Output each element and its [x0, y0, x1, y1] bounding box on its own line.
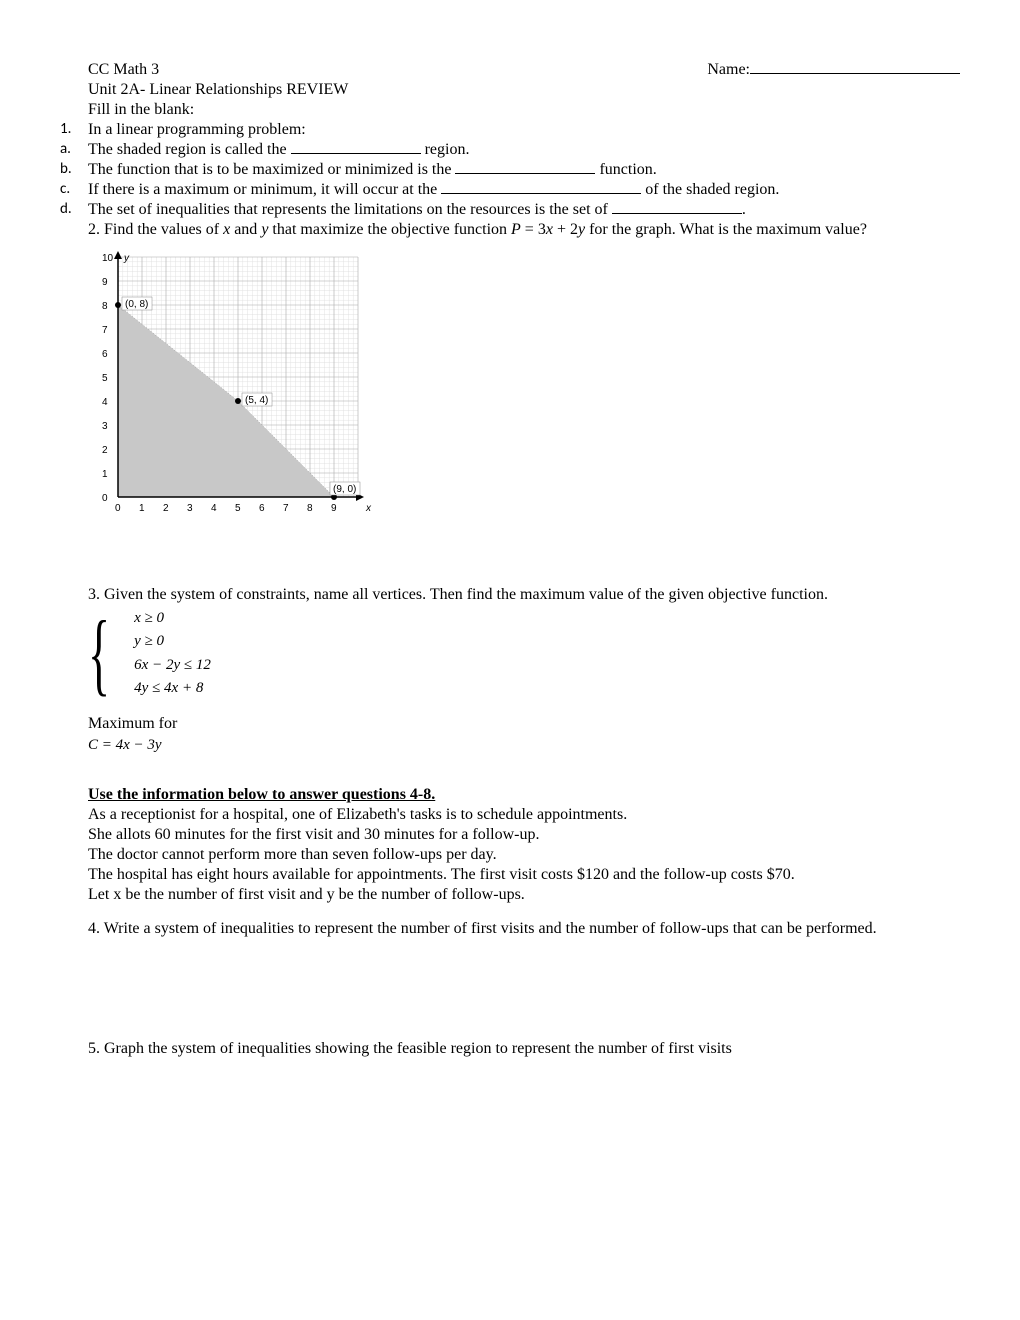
- q1b-blank[interactable]: [455, 162, 595, 174]
- q2-text: 2. Find the values of x and y that maxim…: [60, 220, 960, 240]
- info-l1: As a receptionist for a hospital, one of…: [60, 805, 960, 825]
- q1d-blank[interactable]: [612, 202, 742, 214]
- svg-text:5: 5: [235, 503, 241, 514]
- svg-text:10: 10: [102, 253, 114, 264]
- svg-text:1: 1: [102, 469, 108, 480]
- name-blank[interactable]: [750, 60, 960, 74]
- svg-text:8: 8: [102, 301, 108, 312]
- q1a-blank[interactable]: [291, 142, 421, 154]
- svg-text:9: 9: [331, 503, 337, 514]
- q1a-t1: The shaded region is called the: [88, 141, 291, 158]
- q2-p: P: [511, 221, 521, 238]
- svg-text:4: 4: [102, 397, 108, 408]
- q1d: d. The set of inequalities that represen…: [60, 200, 960, 220]
- q3-c2: y ≥ 0: [134, 630, 211, 653]
- q2-post: for the graph. What is the maximum value…: [585, 221, 867, 238]
- q1a-t2: region.: [421, 141, 470, 158]
- svg-text:0: 0: [102, 493, 108, 504]
- svg-text:3: 3: [102, 421, 108, 432]
- svg-text:6: 6: [259, 503, 265, 514]
- svg-text:9: 9: [102, 277, 108, 288]
- q1c-marker: c.: [60, 180, 88, 200]
- svg-text:3: 3: [187, 503, 193, 514]
- info-l4: The hospital has eight hours available f…: [60, 865, 960, 885]
- q1: 1. In a linear programming problem:: [60, 120, 960, 140]
- q1b-t1: The function that is to be maximized or …: [88, 161, 455, 178]
- q1a: a. The shaded region is called the regio…: [60, 140, 960, 160]
- svg-text:7: 7: [102, 325, 108, 336]
- q1a-marker: a.: [60, 140, 88, 160]
- svg-text:(0, 8): (0, 8): [125, 299, 148, 310]
- q1b-t2: function.: [595, 161, 656, 178]
- svg-text:2: 2: [163, 503, 169, 514]
- svg-text:y: y: [123, 253, 130, 264]
- svg-text:7: 7: [283, 503, 289, 514]
- svg-text:2: 2: [102, 445, 108, 456]
- svg-text:x: x: [365, 503, 372, 514]
- svg-text:8: 8: [307, 503, 313, 514]
- info-l2: She allots 60 minutes for the first visi…: [60, 825, 960, 845]
- q1d-t2: .: [742, 201, 746, 218]
- q3-system: { x ≥ 0 y ≥ 0 6x − 2y ≤ 12 4y ≤ 4x + 8: [60, 607, 960, 700]
- q3-c3: 6x − 2y ≤ 12: [134, 654, 211, 677]
- q1d-t1: The set of inequalities that represents …: [88, 201, 612, 218]
- brace-icon: {: [88, 607, 110, 700]
- q1b-marker: b.: [60, 160, 88, 180]
- q2-eq: = 3: [521, 221, 546, 238]
- q2-graph: (0, 8) (5, 4) (9, 0) y x 0 1 2 3 4 5 6 7 8 9 0 1 2 3…: [60, 244, 960, 525]
- svg-text:1: 1: [139, 503, 145, 514]
- q2-x2: x: [546, 221, 553, 238]
- q1d-marker: d.: [60, 200, 88, 220]
- q2-plus: + 2: [553, 221, 578, 238]
- q1c-t1: If there is a maximum or minimum, it wil…: [88, 181, 441, 198]
- fill-in-blank: Fill in the blank:: [88, 100, 960, 120]
- q1-text: In a linear programming problem:: [88, 120, 306, 140]
- svg-text:(9, 0): (9, 0): [333, 484, 356, 495]
- q1-marker: 1.: [60, 120, 88, 140]
- q1c-t2: of the shaded region.: [641, 181, 779, 198]
- q5: 5. Graph the system of inequalities show…: [60, 1039, 960, 1059]
- name-label: Name:: [707, 61, 750, 78]
- svg-text:4: 4: [211, 503, 217, 514]
- q2-y2: y: [578, 221, 585, 238]
- name-field: Name:: [707, 60, 960, 80]
- q3-text: 3. Given the system of constraints, name…: [60, 585, 960, 605]
- q2-and: and: [230, 221, 261, 238]
- q4: 4. Write a system of inequalities to rep…: [60, 919, 960, 939]
- q1c: c. If there is a maximum or minimum, it …: [60, 180, 960, 200]
- course: CC Math 3: [88, 60, 159, 80]
- info-title: Use the information below to answer ques…: [88, 786, 435, 803]
- q3-cfunc: C = 4x − 3y: [60, 736, 960, 755]
- q2-mid: that maximize the objective function: [268, 221, 511, 238]
- q2-pre: 2. Find the values of: [88, 221, 223, 238]
- svg-text:6: 6: [102, 349, 108, 360]
- q3-c1: x ≥ 0: [134, 607, 211, 630]
- q1b: b. The function that is to be maximized …: [60, 160, 960, 180]
- svg-text:(5, 4): (5, 4): [245, 395, 268, 406]
- q1c-blank[interactable]: [441, 182, 641, 194]
- svg-text:0: 0: [115, 503, 121, 514]
- svg-text:5: 5: [102, 373, 108, 384]
- info-l3: The doctor cannot perform more than seve…: [60, 845, 960, 865]
- info-l5: Let x be the number of first visit and y…: [60, 885, 960, 905]
- unit-title: Unit 2A- Linear Relationships REVIEW: [88, 80, 960, 100]
- q3-max: Maximum for: [60, 714, 960, 734]
- q3-c4: 4y ≤ 4x + 8: [134, 677, 211, 700]
